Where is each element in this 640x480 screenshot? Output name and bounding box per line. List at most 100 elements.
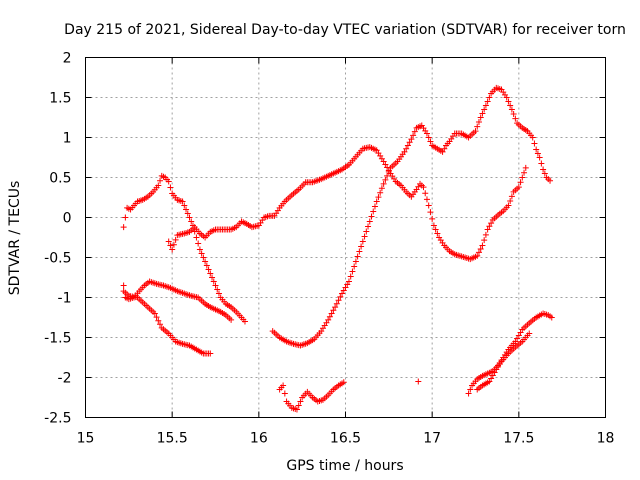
data-point	[406, 139, 413, 146]
data-point	[214, 286, 221, 293]
data-point	[482, 102, 489, 109]
data-point	[538, 160, 545, 167]
data-point	[481, 237, 488, 244]
data-point	[380, 180, 387, 187]
data-point	[474, 123, 481, 130]
data-point	[325, 316, 332, 323]
data-point	[507, 197, 514, 204]
data-points	[120, 84, 555, 413]
data-point	[155, 182, 162, 189]
data-point	[505, 202, 512, 209]
chart-title: Day 215 of 2021, Sidereal Day-to-day VTE…	[64, 22, 626, 38]
series-track-a	[120, 172, 248, 325]
data-point	[328, 310, 335, 317]
data-point	[474, 252, 481, 259]
data-point	[427, 209, 434, 216]
data-point	[385, 168, 392, 175]
data-point	[401, 148, 408, 155]
data-point	[488, 220, 495, 227]
data-point	[427, 138, 434, 145]
data-point	[429, 215, 436, 222]
data-point	[430, 222, 437, 229]
data-point	[366, 218, 373, 225]
data-point	[467, 386, 474, 393]
data-point	[375, 194, 382, 201]
data-point	[503, 94, 510, 101]
data-point	[508, 193, 515, 200]
series-track-e	[269, 84, 554, 349]
data-point	[512, 115, 519, 122]
data-point	[534, 150, 541, 157]
data-point	[293, 406, 300, 413]
data-point	[484, 226, 491, 233]
data-point	[475, 119, 482, 126]
data-point	[184, 210, 191, 217]
series-track-g	[415, 310, 555, 397]
data-point	[157, 321, 164, 328]
plot-frame	[85, 57, 606, 418]
data-point	[183, 206, 190, 213]
data-point	[526, 330, 533, 337]
data-point	[368, 213, 375, 220]
x-tick-label: 16.5	[330, 431, 361, 447]
data-point	[181, 202, 188, 209]
data-point	[425, 134, 432, 141]
data-point	[186, 214, 193, 221]
data-point	[439, 148, 446, 155]
data-point	[410, 132, 417, 139]
data-point	[423, 130, 430, 137]
x-tick-label: 16	[250, 431, 268, 447]
data-point	[415, 378, 422, 385]
data-point	[202, 258, 209, 265]
data-point	[200, 254, 207, 261]
data-point	[378, 185, 385, 192]
data-point	[505, 98, 512, 105]
data-point	[188, 218, 195, 225]
data-point	[420, 184, 427, 191]
data-point	[481, 106, 488, 113]
data-point	[479, 242, 486, 249]
data-point	[209, 274, 216, 281]
series-track-f	[276, 379, 347, 413]
data-point	[465, 390, 472, 397]
data-point	[384, 172, 391, 179]
data-point	[179, 198, 186, 205]
y-tick-label: 2	[63, 51, 72, 67]
data-point	[203, 262, 210, 269]
data-point	[477, 114, 484, 121]
data-point	[193, 234, 200, 241]
data-point	[345, 278, 352, 285]
data-point	[540, 166, 547, 173]
tick-labels: 15 15.5 16 16.5 17 17.5 18 -2.5 -2 -1.5 -1 -0.5 0 0.5…	[44, 51, 614, 447]
data-point	[365, 223, 372, 230]
data-point	[280, 382, 287, 389]
data-point	[515, 184, 522, 191]
data-point	[332, 304, 339, 311]
data-point	[370, 208, 377, 215]
y-axis-label: SDTVAR / TECUs	[7, 181, 23, 296]
data-point	[547, 177, 554, 184]
data-point	[475, 249, 482, 256]
data-point	[151, 310, 158, 317]
data-point	[408, 136, 415, 143]
data-point	[423, 196, 430, 203]
y-tick-label: 1	[63, 131, 72, 147]
data-point	[207, 350, 214, 357]
data-point	[330, 307, 337, 314]
data-point	[548, 314, 555, 321]
data-point	[361, 233, 368, 240]
data-point	[352, 258, 359, 265]
series-track-d	[120, 288, 214, 357]
data-point	[196, 246, 203, 253]
data-point	[486, 94, 493, 101]
data-point	[482, 231, 489, 238]
data-point	[210, 278, 217, 285]
data-point	[425, 202, 432, 209]
y-tick-label: 0	[63, 211, 72, 227]
data-point	[533, 146, 540, 153]
data-point	[510, 111, 517, 118]
data-point	[517, 179, 524, 186]
data-point	[529, 134, 536, 141]
data-point	[228, 316, 235, 323]
data-point	[373, 198, 380, 205]
